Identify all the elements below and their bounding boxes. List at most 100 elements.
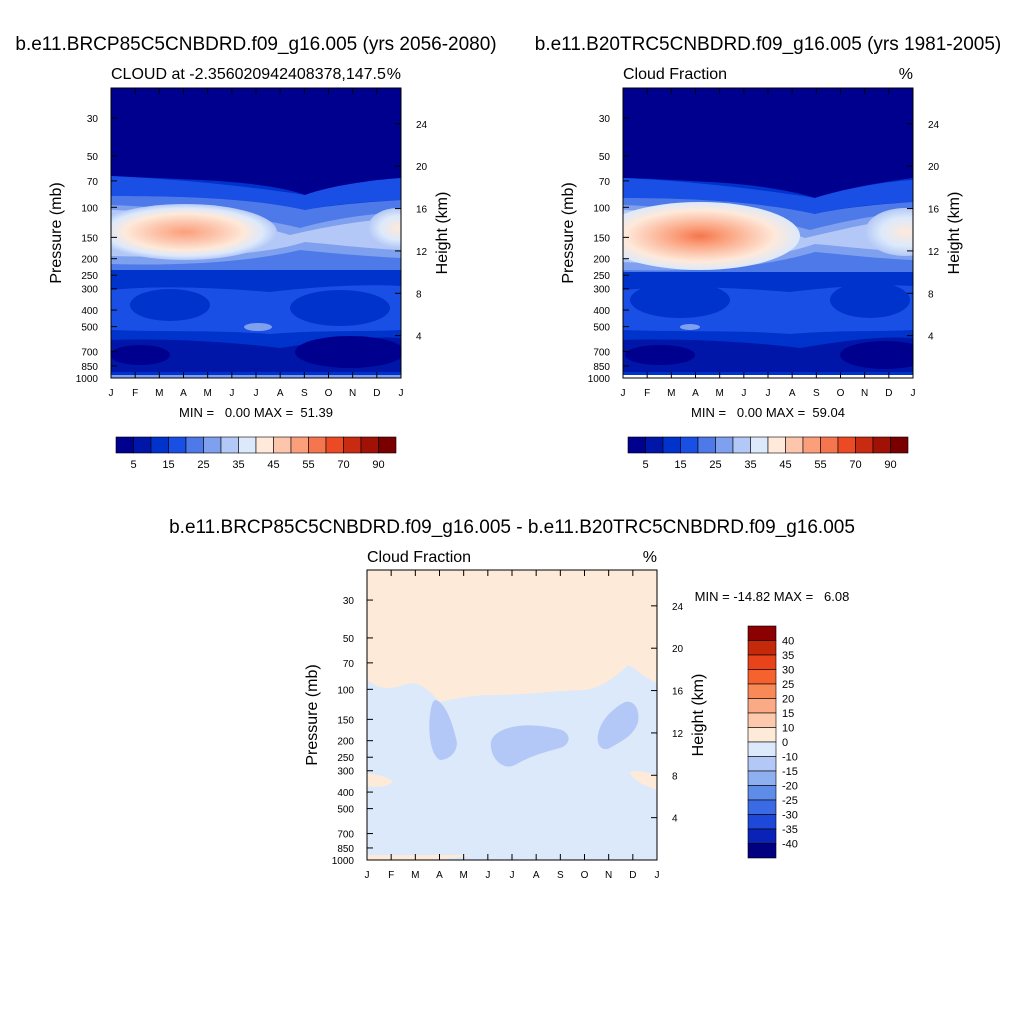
panel-b-cloud-max (623, 202, 800, 270)
pressure-tick-label: 250 (81, 271, 98, 282)
pressure-tick-label: 500 (337, 805, 354, 816)
colorbar-label: 25 (782, 679, 794, 691)
x-tick-label: J (655, 870, 660, 881)
colorbar-swatch (133, 436, 152, 454)
panel-c-left-title: Cloud Fraction (367, 549, 471, 566)
panel-c-y-label-right: Height (km) (690, 674, 707, 757)
panel-a-right-title: % (387, 66, 401, 83)
colorbar-swatch (273, 436, 292, 454)
colorbar-swatch (747, 654, 777, 670)
panel-b-upper-cloud-top (623, 88, 913, 198)
colorbar-swatch (627, 436, 646, 454)
colorbar-swatch (238, 436, 257, 454)
colorbar-swatch (747, 828, 777, 844)
x-tick-label: J (510, 870, 515, 881)
x-tick-label: J (254, 388, 259, 399)
height-tick-label: 8 (672, 771, 678, 782)
colorbar-swatch (747, 698, 777, 714)
x-tick-label: J (741, 388, 746, 399)
panel-a-field (111, 88, 401, 378)
x-tick-label: S (557, 870, 564, 881)
colorbar-label: 15 (162, 459, 174, 471)
colorbar-swatch (255, 436, 274, 454)
x-tick-label: M (155, 388, 163, 399)
panel-b-axes: J F M A M J J A S O N D J 30 50 70 100 150 200 250 300 400 500… (588, 88, 940, 399)
pressure-tick-label: 70 (343, 659, 355, 670)
pressure-tick-label: 300 (337, 767, 354, 778)
pressure-tick-label: 700 (81, 348, 98, 359)
colorbar-swatch (747, 814, 777, 830)
colorbar-swatch (747, 843, 777, 859)
colorbar-swatch (820, 436, 839, 454)
colorbar-swatch (837, 436, 856, 454)
colorbar-swatch (220, 436, 239, 454)
panel-b-low-level (623, 337, 913, 372)
panel-b-mid-patch (830, 282, 910, 318)
colorbar-label: -40 (782, 839, 798, 851)
x-tick-label: J (485, 870, 490, 881)
colorbar-label: 45 (779, 459, 791, 471)
colorbar-swatch (855, 436, 874, 454)
x-tick-label: O (325, 388, 333, 399)
height-tick-label: 24 (416, 120, 428, 131)
pressure-tick-label: 700 (337, 830, 354, 841)
pressure-tick-label: 150 (593, 233, 610, 244)
pressure-tick-label: 850 (81, 362, 98, 373)
colorbar-swatch (747, 712, 777, 728)
x-tick-label: J (621, 388, 626, 399)
panel-b-low-min (840, 341, 913, 369)
panel-b-mid-light (680, 324, 700, 330)
panel-b-band-1 (623, 178, 913, 214)
x-tick-label: D (373, 388, 380, 399)
height-tick-label: 24 (928, 120, 940, 131)
colorbar-swatch (680, 436, 699, 454)
panel-c-axes: J F M A M J J A S O N D J 30 50 70 100 150 200 250 300 400 500… (332, 570, 684, 881)
panel-a-band-1 (111, 176, 401, 210)
colorbar-label: 15 (674, 459, 686, 471)
height-tick-label: 12 (416, 247, 428, 258)
panel-b-field (623, 88, 913, 378)
x-tick-label: N (605, 870, 612, 881)
colorbar-swatch (747, 756, 777, 772)
x-tick-label: S (813, 388, 820, 399)
panel-a-cloud-edge (368, 208, 401, 248)
colorbar-swatch (662, 436, 681, 454)
pressure-tick-label: 100 (593, 203, 610, 214)
colorbar-label: 20 (782, 694, 794, 706)
colorbar-swatch (697, 436, 716, 454)
colorbar-swatch (747, 640, 777, 656)
colorbar-swatch (747, 799, 777, 815)
pressure-tick-label: 100 (337, 685, 354, 696)
x-tick-label: M (715, 388, 723, 399)
panel-a: b.e11.BRCP85C5CNBDRD.f09_g16.005 (yrs 20… (15, 34, 496, 471)
x-tick-label: J (229, 388, 234, 399)
pressure-tick-label: 250 (337, 753, 354, 764)
panel-c-neg-right (597, 701, 639, 750)
pressure-tick-label: 500 (593, 323, 610, 334)
colorbar-label: 55 (814, 459, 826, 471)
colorbar-label: -20 (782, 781, 798, 793)
pressure-tick-label: 850 (337, 844, 354, 855)
panel-b: b.e11.B20TRC5CNBDRD.f09_g16.005 (yrs 198… (535, 34, 1001, 471)
height-tick-label: 8 (416, 289, 422, 300)
colorbar-swatch (360, 436, 379, 454)
colorbar-swatch (747, 770, 777, 786)
panel-c-colorbar: 40 35 30 25 20 15 10 0 -10 -15 -20 -25 -30 -35 -40 (747, 625, 798, 859)
pressure-tick-label: 200 (337, 737, 354, 748)
colorbar-swatch (785, 436, 804, 454)
panel-a-mid-patch (290, 290, 390, 326)
panel-c-y-label: Pressure (mb) (304, 664, 321, 765)
pressure-tick-label: 30 (599, 114, 611, 125)
panel-b-y-label: Pressure (mb) (560, 182, 577, 283)
panel-c-pos-left (367, 773, 393, 787)
panel-c-right-title: % (643, 549, 657, 566)
height-tick-label: 20 (672, 644, 684, 655)
panel-c: b.e11.BRCP85C5CNBDRD.f09_g16.005 - b.e11… (169, 517, 855, 881)
colorbar-swatch (150, 436, 169, 454)
pressure-tick-label: 100 (81, 203, 98, 214)
colorbar-swatch (308, 436, 327, 454)
panel-a-main-title: b.e11.BRCP85C5CNBDRD.f09_g16.005 (yrs 20… (15, 34, 496, 55)
pressure-tick-label: 70 (87, 177, 99, 188)
colorbar-label: 35 (232, 459, 244, 471)
x-tick-label: M (203, 388, 211, 399)
